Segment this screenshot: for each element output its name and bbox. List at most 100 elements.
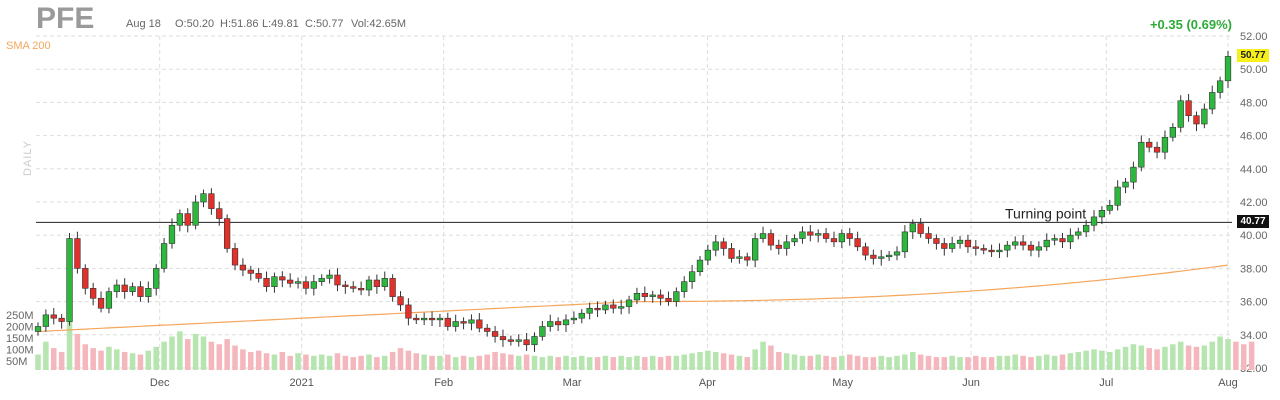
volume-bar (1217, 336, 1223, 370)
candle (310, 274, 317, 296)
candle-body (90, 288, 97, 299)
volume-bar (1241, 344, 1247, 370)
candle (1177, 95, 1184, 133)
candle-body (1035, 246, 1042, 251)
candle-body (350, 286, 357, 289)
candle (342, 280, 349, 294)
candle-body (933, 238, 940, 244)
candle-body (224, 218, 231, 249)
candle-body (515, 339, 522, 342)
candle (1122, 177, 1129, 194)
volume-bar (1225, 339, 1231, 370)
candle (74, 231, 81, 274)
volume-bar (311, 355, 317, 370)
candle (1130, 161, 1137, 190)
candle-body (1177, 100, 1184, 128)
volume-tick-label: 100M (6, 345, 34, 357)
candle-body (428, 317, 436, 321)
candle (570, 311, 578, 325)
volume-bar (973, 355, 979, 370)
volume-bar (1099, 350, 1105, 370)
candle-body (988, 249, 995, 253)
candle (1193, 111, 1200, 132)
candle (476, 313, 483, 333)
candle-body (1098, 210, 1106, 218)
ticker-symbol: PFE (36, 2, 95, 35)
date-tick-label: Aug (1218, 377, 1238, 389)
candle (271, 272, 278, 293)
volume-bar (657, 357, 664, 370)
candle-body (255, 273, 262, 279)
candle (862, 242, 869, 261)
date-tick-label: May (832, 377, 853, 389)
volume-bar (452, 357, 459, 370)
candle (846, 228, 853, 246)
candle (515, 334, 522, 347)
volume-bar (862, 357, 869, 370)
volume-bar (807, 355, 814, 370)
candle-body (342, 284, 349, 287)
volume-bar (1170, 344, 1176, 370)
volume-tick-label: 50M (6, 356, 27, 368)
candle-body (917, 223, 924, 234)
candle-body (822, 233, 830, 239)
volume-bar (957, 357, 963, 370)
candle-body (153, 268, 160, 289)
volume-bar (1020, 355, 1026, 370)
volume-bar (933, 357, 940, 370)
candle-body (704, 249, 712, 261)
price-tick-label: 48.00 (1240, 97, 1268, 109)
candle (1098, 206, 1106, 225)
volume-tick-label: 150M (6, 333, 34, 345)
volume-bar (1028, 357, 1034, 370)
volume-bar (925, 355, 932, 370)
candle-body (113, 284, 120, 292)
volume-bar (318, 354, 325, 370)
candle (807, 225, 814, 242)
candle-body (460, 321, 467, 324)
price-tick-label: 44.00 (1240, 164, 1268, 176)
candle-body (247, 269, 254, 274)
candle-body (239, 264, 247, 271)
candle (90, 282, 97, 306)
candle (1012, 236, 1019, 250)
volume-bar (216, 344, 223, 370)
candle (704, 244, 712, 266)
candle-body (996, 249, 1003, 253)
candle (610, 299, 617, 314)
candle (1090, 210, 1098, 232)
candle-body (602, 304, 609, 311)
candle-body (570, 317, 578, 321)
candle (1106, 199, 1113, 215)
candle (964, 234, 972, 253)
candle-body (594, 307, 601, 311)
candle-body (176, 213, 183, 226)
candle (421, 312, 428, 326)
candle-body (208, 193, 215, 209)
candle-body (1019, 241, 1027, 246)
candle-body (1090, 216, 1098, 226)
candle (767, 229, 775, 251)
volume-bar (846, 354, 853, 370)
date-tick-label: Feb (434, 377, 453, 389)
candle (105, 287, 113, 314)
volume-bar (594, 357, 601, 370)
candle (1201, 103, 1208, 129)
volume-bar (1083, 350, 1089, 370)
candle-body (389, 278, 396, 297)
candle (941, 238, 948, 256)
candle-body (1067, 234, 1074, 243)
candle (184, 208, 191, 233)
price-tick-label: 36.00 (1240, 297, 1268, 309)
candle (436, 314, 444, 327)
candle-body (168, 224, 176, 244)
volume-bar (1146, 348, 1152, 370)
candle-body (1216, 80, 1224, 93)
candle (673, 287, 680, 307)
volume-bar (334, 353, 341, 370)
candle-body (846, 233, 853, 239)
candle-body (1153, 146, 1161, 153)
candle-body (357, 288, 365, 291)
volume-bar (381, 355, 388, 370)
